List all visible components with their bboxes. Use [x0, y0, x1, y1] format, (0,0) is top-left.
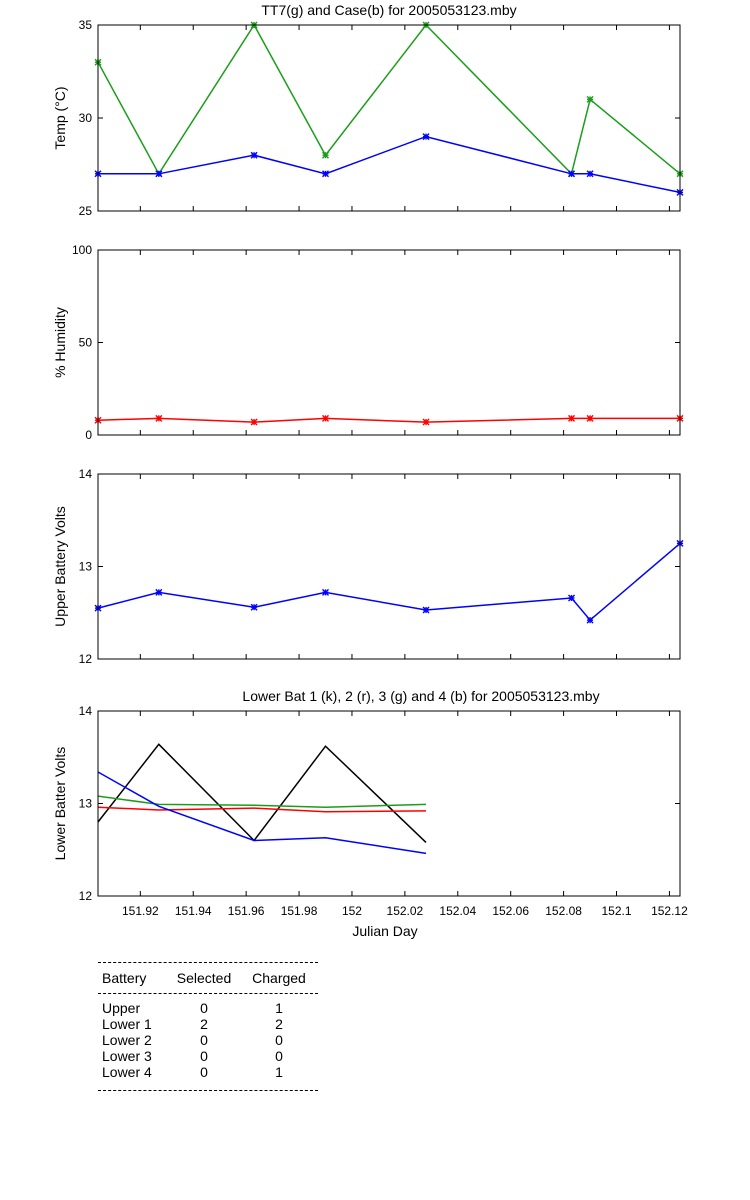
series-line — [97, 23, 681, 176]
data-point — [322, 170, 330, 178]
table-row: Lower 2 0 0 — [98, 1032, 318, 1048]
data-point — [250, 418, 258, 426]
x-axis-label: Julian Day — [352, 923, 417, 939]
data-point — [586, 170, 594, 178]
data-point — [322, 151, 330, 159]
y-tick-label: 12 — [79, 652, 93, 666]
row-charged: 0 — [275, 1032, 283, 1048]
data-point — [568, 594, 576, 602]
header-charged: Charged — [252, 970, 306, 986]
x-tick-label: 152 — [342, 904, 362, 918]
x-tick-label: 152.12 — [651, 904, 688, 918]
row-charged: 1 — [275, 1000, 283, 1016]
x-tick-label: 151.96 — [228, 904, 265, 918]
table-row: Lower 1 2 2 — [98, 1016, 318, 1032]
y-tick-label: 50 — [79, 336, 93, 350]
row-selected: 2 — [200, 1016, 208, 1032]
row-battery: Upper — [102, 1000, 141, 1016]
y-tick-label: 14 — [79, 704, 93, 718]
data-point — [422, 606, 430, 614]
y-tick-label: 13 — [79, 560, 93, 574]
data-point — [422, 418, 430, 426]
row-battery: Lower 1 — [102, 1016, 152, 1032]
plot-frame — [97, 710, 681, 897]
data-point — [250, 151, 258, 159]
plot-frame — [97, 24, 681, 212]
x-tick-label: 151.94 — [175, 904, 212, 918]
series-line — [97, 806, 427, 813]
row-charged: 1 — [275, 1064, 283, 1080]
chart-title: TT7(g) and Case(b) for 2005053123.mby — [261, 2, 516, 18]
x-tick-label: 151.92 — [122, 904, 159, 918]
table-row: Lower 3 0 0 — [98, 1048, 318, 1064]
y-tick-label: 12 — [79, 889, 93, 903]
chart-title: Lower Bat 1 (k), 2 (r), 3 (g) and 4 (b) … — [242, 688, 599, 704]
table-rule-bottom — [98, 1090, 318, 1091]
chart-figure: 25 30 35 TT7(g) and Case(b) for 2005053123.… — [52, 2, 688, 939]
x-tick-label: 152.1 — [601, 904, 631, 918]
data-point — [586, 414, 594, 422]
series-line — [97, 771, 427, 855]
row-charged: 2 — [275, 1016, 283, 1032]
series-line — [97, 542, 681, 622]
table-rule-top — [98, 962, 318, 963]
series-line — [97, 795, 427, 808]
series-line — [98, 135, 681, 194]
y-axis-label: Temp (°C) — [52, 86, 68, 149]
x-tick-label: 152.08 — [545, 904, 582, 918]
y-tick-label: 13 — [79, 797, 93, 811]
row-battery: Lower 2 — [102, 1032, 152, 1048]
y-tick-label: 100 — [72, 243, 92, 257]
y-tick-label: 25 — [79, 204, 93, 218]
data-point — [422, 133, 430, 141]
y-tick-label: 14 — [79, 467, 93, 481]
row-charged: 0 — [275, 1048, 283, 1064]
data-point — [250, 603, 258, 611]
plot-frame — [97, 249, 681, 436]
row-battery: Lower 4 — [102, 1064, 152, 1080]
row-selected: 0 — [200, 1048, 208, 1064]
battery-table: Battery Selected Charged Upper 0 1 Lower… — [98, 962, 318, 1091]
table-row: Lower 4 0 1 — [98, 1064, 318, 1080]
y-axis-label: % Humidity — [52, 307, 68, 378]
y-tick-label: 0 — [85, 428, 92, 442]
row-selected: 0 — [200, 1000, 208, 1016]
x-tick-label: 152.02 — [387, 904, 424, 918]
header-selected: Selected — [176, 970, 232, 986]
series-line — [97, 417, 680, 423]
data-point — [155, 414, 163, 422]
plot-frame — [97, 473, 681, 660]
x-tick-label: 151.98 — [281, 904, 318, 918]
x-tick-label: 152.04 — [439, 904, 476, 918]
series-line — [97, 743, 427, 843]
data-point — [586, 95, 594, 103]
data-point — [586, 616, 594, 624]
x-tick-label: 152.06 — [492, 904, 529, 918]
row-selected: 0 — [200, 1064, 208, 1080]
data-point — [155, 588, 163, 596]
table-header-row: Battery Selected Charged — [98, 963, 318, 993]
row-selected: 0 — [200, 1032, 208, 1048]
data-point — [568, 414, 576, 422]
row-battery: Lower 3 — [102, 1048, 152, 1064]
header-battery: Battery — [102, 970, 147, 986]
table-row: Upper 0 1 — [98, 1000, 318, 1016]
data-point — [322, 588, 330, 596]
table-rule-mid — [98, 993, 318, 994]
y-tick-label: 30 — [79, 111, 93, 125]
y-axis-label: Upper Battery Volts — [52, 506, 68, 627]
data-point — [155, 170, 163, 178]
y-axis-label: Lower Batter Volts — [52, 747, 68, 861]
data-point — [322, 414, 330, 422]
y-tick-label: 35 — [79, 18, 93, 32]
data-point — [568, 170, 576, 178]
